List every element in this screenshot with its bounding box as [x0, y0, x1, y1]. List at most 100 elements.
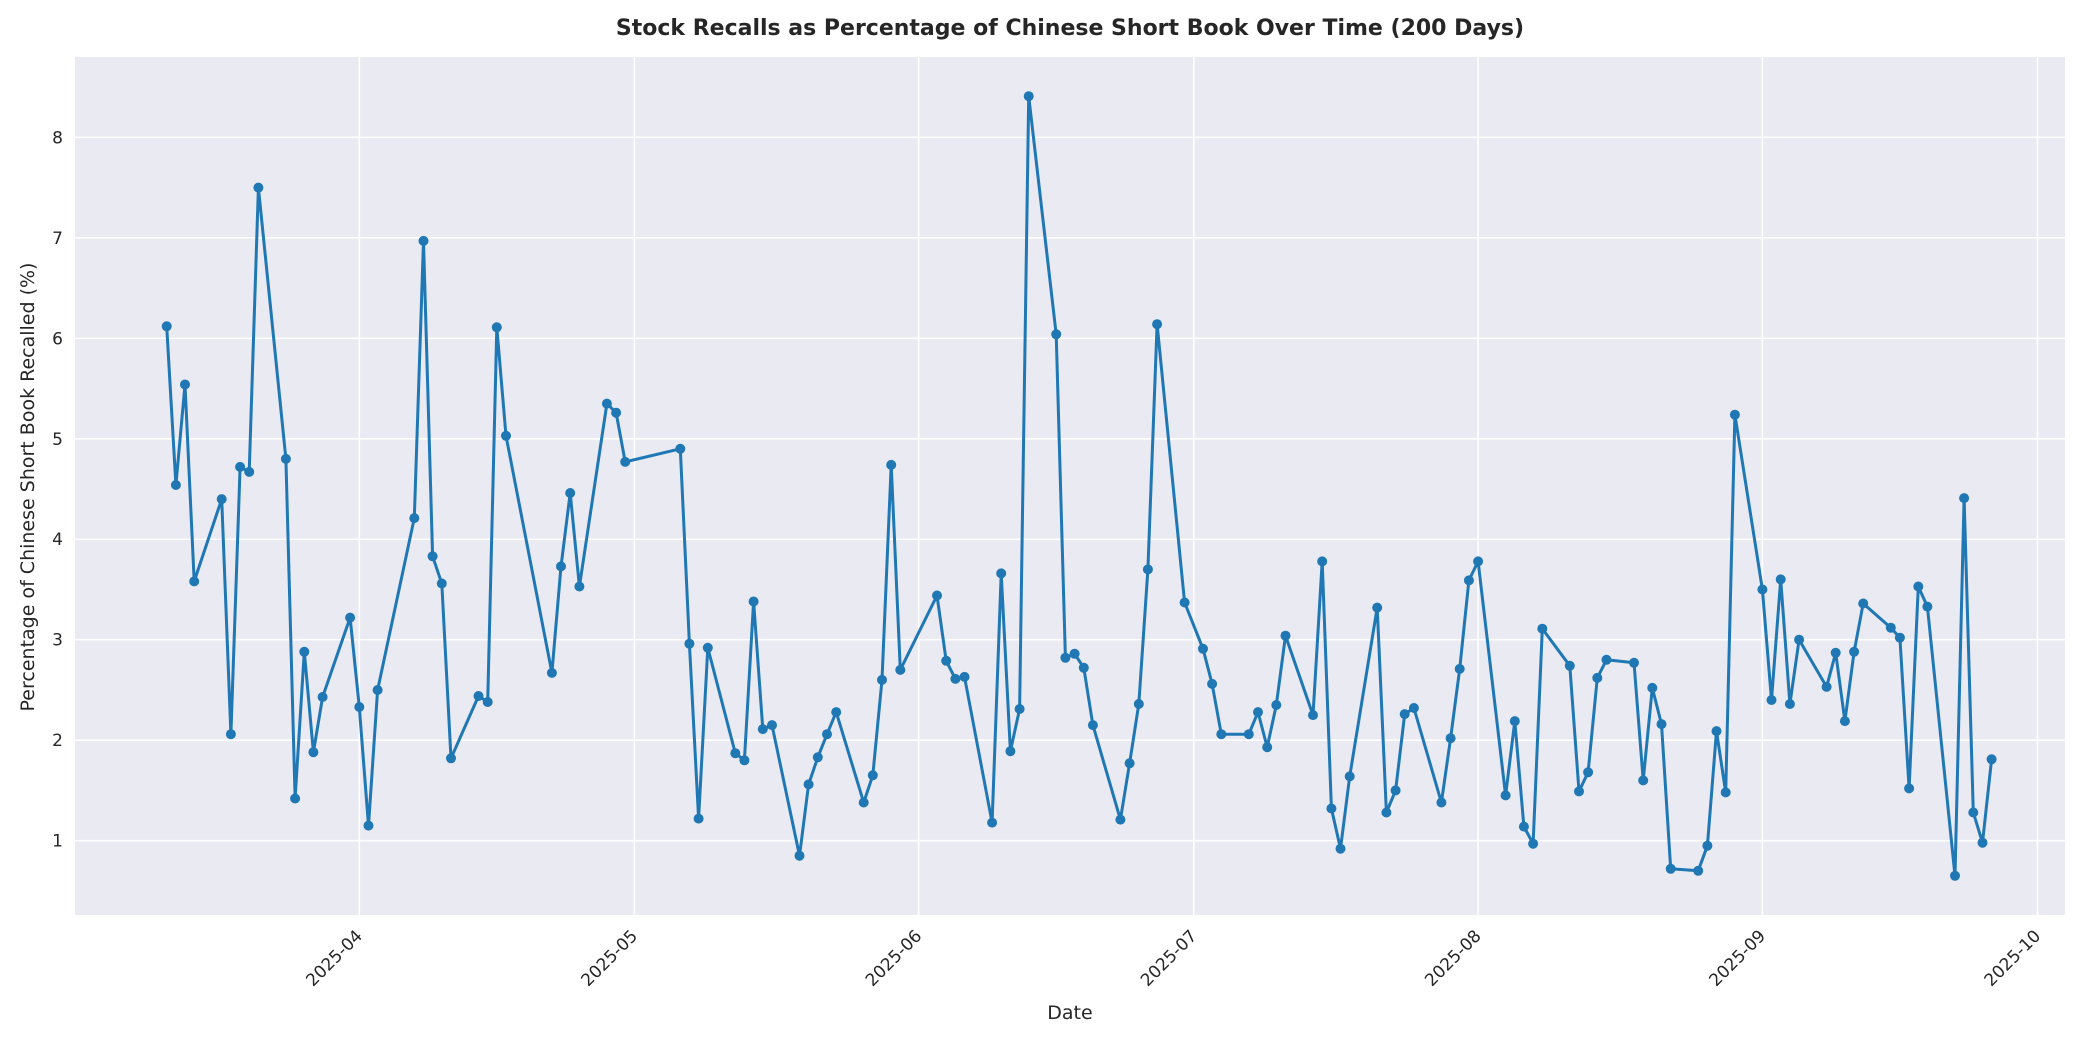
data-point-marker	[1720, 787, 1731, 798]
data-point-marker	[1133, 699, 1144, 709]
x-tick-label: 2025-06	[862, 926, 926, 990]
data-point-marker	[675, 443, 686, 454]
data-point-marker	[161, 321, 172, 332]
data-point-marker	[601, 398, 612, 409]
data-point-marker	[1775, 574, 1786, 585]
data-point-marker	[1078, 662, 1089, 673]
data-point-marker	[170, 480, 181, 490]
data-point-marker	[299, 646, 310, 657]
data-point-marker	[436, 578, 447, 589]
data-point-marker	[877, 674, 887, 685]
data-point-marker	[748, 596, 759, 607]
data-point-marker	[757, 724, 768, 735]
data-point-marker	[253, 182, 264, 193]
data-point-marker	[1124, 758, 1135, 769]
data-point-marker	[812, 752, 823, 763]
data-point-marker	[446, 753, 456, 764]
data-point-marker	[858, 797, 869, 808]
data-point-marker	[950, 673, 961, 684]
data-point-marker	[1262, 742, 1273, 753]
data-point-marker	[1326, 803, 1337, 814]
data-point-marker	[1271, 700, 1282, 710]
data-point-marker	[556, 561, 566, 572]
data-point-marker	[1693, 865, 1704, 876]
data-point-marker	[225, 729, 236, 740]
x-tick-label: 2025-04	[302, 926, 366, 990]
data-point-marker	[482, 697, 493, 707]
chart-title: Stock Recalls as Percentage of Chinese S…	[615, 16, 1525, 41]
data-point-marker	[693, 813, 704, 824]
data-point-marker	[822, 729, 832, 740]
data-point-marker	[1408, 703, 1419, 713]
y-tick-label: 5	[52, 430, 63, 450]
data-point-marker	[1473, 556, 1484, 567]
x-tick-label: 2025-10	[1981, 926, 2045, 990]
data-point-marker	[180, 379, 190, 390]
data-point-marker	[1702, 840, 1713, 851]
series-line	[165, 94, 1994, 878]
data-point-marker	[1821, 681, 1832, 692]
data-point-marker	[1518, 821, 1529, 832]
data-point-marker	[1500, 790, 1511, 801]
data-point-marker	[1142, 564, 1153, 575]
data-point-marker	[1399, 709, 1410, 720]
data-point-marker	[409, 513, 420, 524]
y-tick-label: 6	[52, 329, 63, 349]
data-point-marker	[1564, 660, 1575, 671]
x-tick-label: 2025-08	[1421, 926, 1485, 990]
data-point-marker	[1977, 837, 1988, 848]
data-point-marker	[1729, 409, 1740, 420]
data-point-marker	[308, 747, 319, 758]
data-point-marker	[1115, 814, 1126, 825]
data-point-marker	[244, 466, 255, 477]
x-tick-label: 2025-07	[1137, 926, 1201, 990]
data-point-marker	[987, 817, 998, 828]
data-point-marker	[1858, 598, 1869, 609]
data-point-marker	[1014, 704, 1025, 714]
data-point-marker	[996, 568, 1007, 579]
data-point-marker	[794, 850, 805, 861]
data-point-marker	[1445, 733, 1456, 744]
data-point-marker	[730, 748, 741, 759]
data-point-marker	[1005, 746, 1016, 757]
data-point-marker	[1830, 647, 1841, 658]
data-point-marker	[1537, 623, 1548, 634]
data-point-marker	[1950, 870, 1960, 881]
data-point-marker	[702, 642, 713, 653]
data-point-marker	[1308, 710, 1318, 721]
y-tick-label: 7	[52, 229, 63, 249]
x-tick-label: 2025-05	[578, 926, 642, 990]
data-point-marker	[1638, 775, 1649, 786]
data-point-marker	[189, 576, 200, 587]
data-point-marker	[932, 590, 942, 601]
data-point-marker	[1087, 720, 1098, 731]
data-point-marker	[886, 459, 897, 470]
data-point-marker	[216, 494, 227, 505]
data-point-marker	[1243, 729, 1254, 740]
data-point-marker	[372, 685, 383, 695]
data-point-marker	[473, 691, 484, 701]
data-point-marker	[684, 638, 695, 649]
data-point-marker	[1381, 807, 1392, 818]
data-point-marker	[565, 488, 576, 498]
data-point-marker	[1207, 678, 1218, 689]
data-point-marker	[1454, 663, 1465, 674]
data-point-marker	[867, 770, 878, 781]
data-point-marker	[959, 671, 970, 682]
data-point-marker	[1794, 634, 1805, 645]
data-point-marker	[1766, 695, 1777, 705]
data-point-marker	[345, 612, 356, 623]
data-point-marker	[491, 322, 502, 333]
data-point-marker	[895, 664, 906, 675]
data-point-marker	[739, 755, 750, 766]
data-point-marker	[1253, 707, 1263, 718]
data-point-marker	[280, 453, 291, 464]
data-point-marker	[1885, 622, 1896, 633]
data-point-marker	[1060, 652, 1071, 663]
data-point-marker	[1711, 726, 1722, 737]
x-tick-label: 2025-09	[1706, 926, 1770, 990]
plot-area	[75, 57, 2065, 915]
data-point-marker	[1849, 646, 1860, 657]
